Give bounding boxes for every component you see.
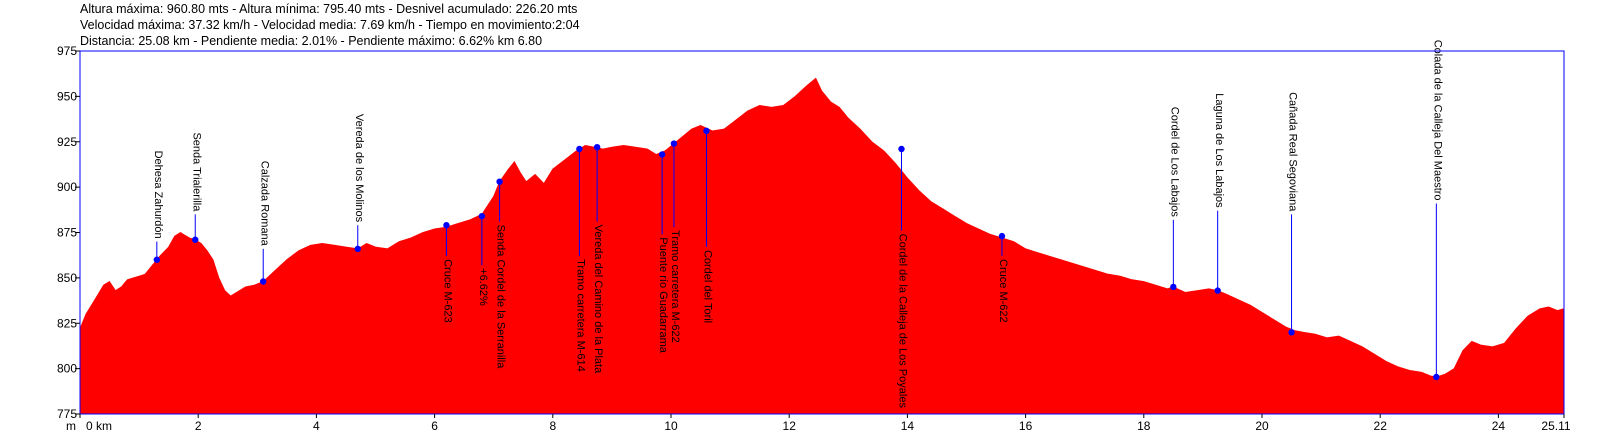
x-tick-label: 2 bbox=[195, 419, 202, 433]
waypoint-marker bbox=[1433, 373, 1440, 381]
stats-line-distance: Distancia: 25.08 km - Pendiente media: 2… bbox=[80, 34, 543, 48]
y-tick-label: 925 bbox=[57, 135, 77, 149]
waypoint-label: +6.62% bbox=[477, 268, 489, 306]
elevation-area bbox=[79, 77, 1565, 415]
waypoint-label: Cruce M-623 bbox=[441, 259, 453, 323]
waypoint-marker bbox=[153, 256, 161, 263]
waypoint-label: Vereda del Camino de la Plata bbox=[592, 225, 604, 374]
waypoint-label: Senda Cordel de la Serranilla bbox=[495, 225, 507, 370]
waypoint-marker bbox=[496, 178, 503, 185]
waypoint-marker bbox=[703, 127, 710, 135]
x-tick-label: 0 km bbox=[86, 419, 112, 433]
y-tick-label: 950 bbox=[57, 89, 77, 103]
waypoint-label: Puente río Guadarrama bbox=[657, 237, 669, 353]
waypoint-layer: Dehesa Zahurdón Senda Trialerilla Calzada … bbox=[152, 40, 1444, 409]
elevation-area-layer bbox=[79, 77, 1565, 415]
stats-line-altitude: Altura máxima: 960.80 mts - Altura mínim… bbox=[80, 2, 578, 16]
waypoint-marker bbox=[354, 245, 361, 253]
waypoint-marker bbox=[658, 151, 666, 158]
waypoint-label: Dehesa Zahurdón bbox=[152, 151, 164, 239]
waypoint-label: Cruce M-622 bbox=[997, 259, 1009, 323]
waypoint-marker bbox=[1214, 287, 1221, 294]
waypoint-label: Laguna de Los Labajos bbox=[1213, 93, 1225, 208]
x-tick-label: 12 bbox=[783, 419, 797, 433]
waypoint-label: Senda Trialerilla bbox=[190, 132, 202, 212]
waypoint-label: Cordel de Los Labajos bbox=[1168, 107, 1180, 218]
waypoint-marker bbox=[260, 278, 267, 285]
waypoint-label: Tramo carretera M-622 bbox=[669, 230, 681, 343]
y-tick-label: 825 bbox=[57, 316, 77, 330]
x-tick-label: 20 bbox=[1255, 419, 1269, 433]
x-tick-label: 22 bbox=[1374, 419, 1388, 433]
x-tick-label: 25.11 bbox=[1541, 419, 1570, 433]
waypoint-marker bbox=[192, 236, 199, 243]
waypoint-label: Colada de la Calleja Del Maestro bbox=[1431, 40, 1443, 201]
x-tick-label: 18 bbox=[1137, 419, 1151, 433]
waypoint-marker bbox=[1288, 329, 1295, 336]
x-tick-label: 14 bbox=[901, 419, 915, 433]
x-tick-label: 6 bbox=[431, 419, 438, 433]
x-tick-label: 4 bbox=[313, 419, 320, 433]
y-tick-label: 875 bbox=[57, 226, 77, 240]
stats-line-speed: Velocidad máxima: 37.32 km/h - Velocidad… bbox=[80, 18, 580, 32]
x-tick-label: 8 bbox=[549, 419, 556, 433]
waypoint-label: Cordel de la Calleja de Los Poyales bbox=[897, 234, 909, 409]
waypoint-marker bbox=[593, 143, 601, 151]
waypoint-label: Cordel del Toril bbox=[702, 250, 714, 323]
x-axis-label: m bbox=[66, 419, 76, 433]
waypoint-label: Tramo carretera M-614 bbox=[574, 259, 586, 372]
waypoint-marker bbox=[443, 222, 450, 229]
waypoint-label: Cañada Real Segoviana bbox=[1287, 92, 1299, 212]
x-tick-label: 10 bbox=[664, 419, 678, 433]
y-tick-label: 850 bbox=[57, 271, 77, 285]
waypoint-marker bbox=[1170, 283, 1177, 291]
y-tick-label: 975 bbox=[57, 44, 77, 58]
waypoint-marker bbox=[898, 145, 905, 153]
y-tick-label: 800 bbox=[57, 362, 77, 376]
x-tick-label: 24 bbox=[1492, 419, 1506, 433]
waypoint-marker bbox=[576, 145, 583, 153]
waypoint-marker bbox=[670, 140, 678, 147]
stats-header: Altura máxima: 960.80 mts - Altura mínim… bbox=[80, 1, 580, 49]
y-tick-label: 775 bbox=[57, 407, 77, 421]
waypoint-marker bbox=[478, 212, 486, 220]
x-tick-label: 16 bbox=[1019, 419, 1033, 433]
waypoint-label: Vereda de los Molinos bbox=[353, 114, 365, 223]
y-tick-label: 900 bbox=[57, 180, 77, 194]
waypoint-label: Calzada Romana bbox=[258, 161, 270, 247]
waypoint-marker bbox=[998, 232, 1006, 240]
